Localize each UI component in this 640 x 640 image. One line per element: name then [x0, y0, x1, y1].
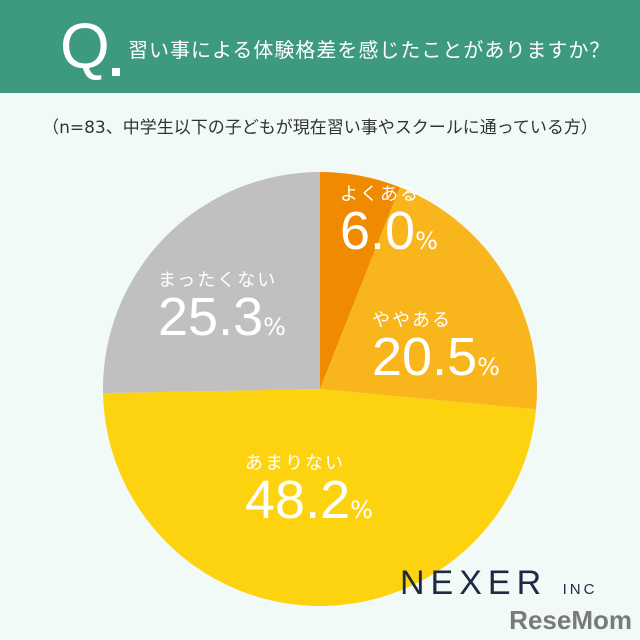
chart-title: 習い事による体験格差を感じたことがありますか？ — [128, 38, 611, 62]
slice-name: ややある — [372, 310, 452, 331]
slice-label-3: まったくない 25.3% — [158, 270, 286, 347]
logo-text: NEXER — [400, 564, 548, 602]
slice-name: まったくない — [158, 270, 278, 291]
pie-slice-3 — [103, 172, 320, 394]
slice-value: 48.2 — [245, 470, 351, 530]
slice-name: あまりない — [245, 453, 345, 474]
pie-slice-2 — [103, 389, 537, 606]
percent-unit: % — [477, 353, 500, 381]
q-dot — [112, 68, 120, 76]
watermark: ReseMom — [509, 605, 632, 635]
percent-unit: % — [350, 496, 373, 524]
percent-unit: % — [263, 313, 286, 341]
q-mark: Q — [60, 10, 110, 82]
slice-value: 6.0 — [340, 201, 416, 261]
slice-label-0: よくある 6.0% — [340, 184, 438, 261]
pie-slice-1 — [320, 187, 537, 410]
slice-value: 25.3 — [158, 287, 264, 347]
percent-unit: % — [415, 227, 438, 255]
pie-slice-0 — [320, 172, 400, 389]
nexer-logo: NEXER INC — [400, 564, 597, 609]
slice-value: 20.5 — [372, 327, 478, 387]
slice-label-1: ややある 20.5% — [372, 310, 500, 387]
slice-name: よくある — [340, 184, 420, 205]
header-banner: Q 習い事による体験格差を感じたことがありますか？ — [0, 0, 640, 93]
sample-note: （n=83、中学生以下の子どもが現在習い事やスクールに通っている方） — [42, 118, 598, 138]
logo-suffix: INC — [562, 581, 598, 598]
slice-label-2: あまりない 48.2% — [245, 453, 373, 530]
